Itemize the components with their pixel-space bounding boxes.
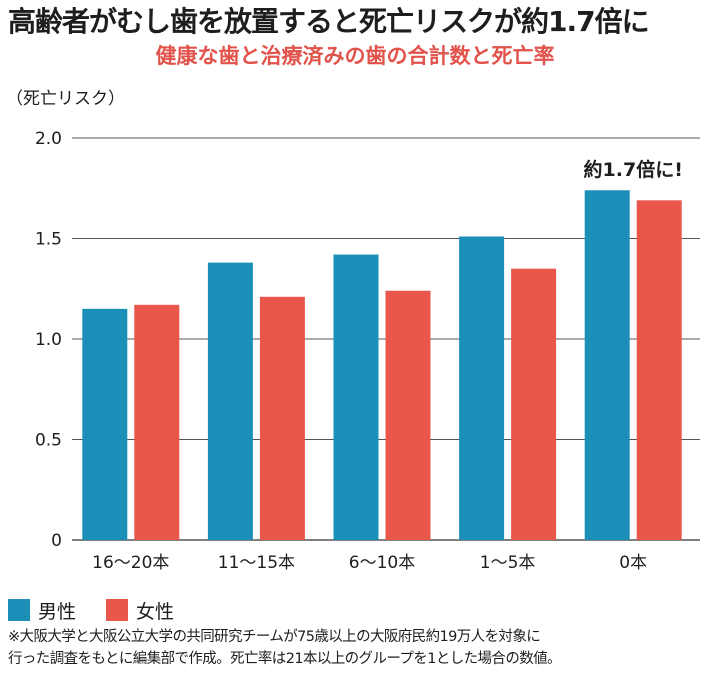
y-tick-label: 2.0 [35,129,62,149]
footnote: ※大阪大学と大阪公立大学の共同研究チームが75歳以上の大阪府民約19万人を対象に… [8,626,706,670]
bar-male [207,262,253,540]
annotation-label: 約1.7倍に! [584,158,683,181]
footnote-line-1: ※大阪大学と大阪公立大学の共同研究チームが75歳以上の大阪府民約19万人を対象に [8,629,541,645]
legend: 男性 女性 [8,597,204,624]
legend-swatch-male [8,599,30,621]
y-tick-label: 1.0 [35,330,62,350]
y-axis-label: （死亡リスク） [6,89,125,109]
y-tick-label: 1.5 [35,230,62,250]
chart-title: 高齢者がむし歯を放置すると死亡リスクが約1.7倍に [8,5,650,38]
bar-male [459,236,505,541]
footnote-line-2: 行った調査をもとに編集部で作成。死亡率は21本以上のグループを1とした場合の数値… [8,651,562,667]
bar-female [385,290,431,540]
y-tick-label: 0 [51,531,62,551]
bar-female [259,296,305,540]
bar-male [584,190,630,540]
bar-chart: 0 0.5 1.0 1.5 2.0 16〜20本 11〜15本 6〜10本 1〜5本 0本 約1.7… [35,129,700,573]
bar-female [134,304,180,540]
x-tick-label: 11〜15本 [218,553,295,573]
legend-item-male: 男性 [8,597,76,624]
bar-female [636,200,682,540]
y-tick-label: 0.5 [35,431,62,451]
x-tick-label: 16〜20本 [92,553,169,573]
chart-subtitle: 健康な歯と治療済みの歯の合計数と死亡率 [155,43,555,68]
legend-swatch-female [106,599,129,621]
legend-label-female: 女性 [136,600,175,623]
legend-item-female: 女性 [106,597,174,624]
bar-male [333,254,379,540]
x-tick-label: 6〜10本 [349,553,415,573]
legend-label-male: 男性 [38,600,77,623]
x-tick-label: 0本 [619,553,647,573]
x-tick-label: 1〜5本 [480,553,536,573]
bar-female [511,268,557,540]
bar-male [82,308,128,540]
